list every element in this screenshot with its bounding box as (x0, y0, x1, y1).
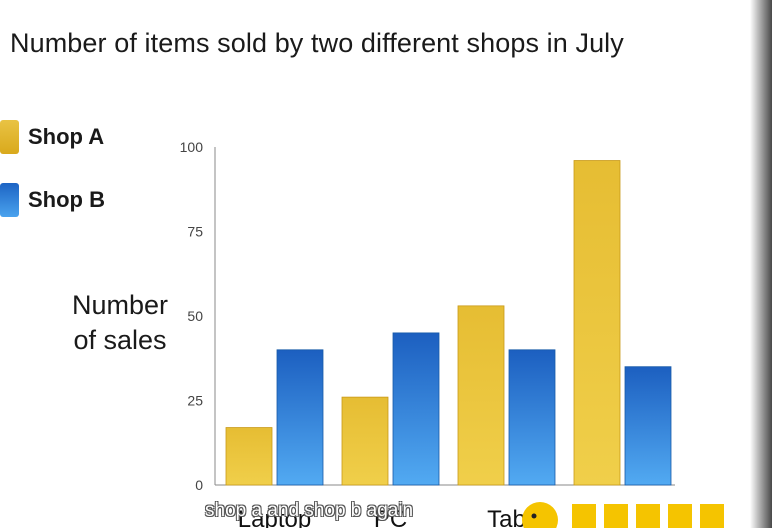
video-edge-shade (750, 0, 772, 528)
logo-duck-head (522, 502, 558, 528)
video-caption: shop a and shop b again (205, 500, 414, 521)
bar-shop-a (457, 305, 505, 486)
y-axis-label-line-1: Number (71, 290, 169, 320)
x-tick-label: PC (374, 506, 407, 528)
bar-shop-a (573, 160, 621, 486)
legend-swatch-shop-a (0, 120, 19, 154)
legend-item-shop-a: Shop A (0, 120, 104, 154)
legend-label-shop-a: Shop A (28, 124, 105, 149)
y-tick-label: 25 (187, 393, 203, 409)
y-tick-label: 50 (187, 308, 203, 324)
x-tick-label: Tab (487, 506, 526, 528)
bars (225, 160, 672, 486)
watermark-logo (522, 502, 724, 528)
bar-shop-b (392, 332, 440, 486)
y-axis-label-line-2: of sales (73, 325, 167, 355)
y-axis-label: Number of sales (60, 288, 180, 358)
bar-shop-b (508, 349, 556, 486)
bar-shop-b (276, 349, 324, 486)
y-tick-label: 0 (195, 477, 203, 493)
bar-shop-b (624, 366, 672, 486)
bar-shop-a (225, 427, 273, 486)
legend-item-shop-b: Shop B (0, 183, 105, 217)
chart-title: Number of items sold by two different sh… (10, 28, 624, 58)
x-tick-label: Laptop (238, 506, 311, 528)
category-labels: Laptop PC Tab (238, 506, 526, 528)
legend-label-shop-b: Shop B (28, 187, 105, 212)
y-tick-label: 75 (187, 224, 203, 240)
legend-swatch-shop-b (0, 183, 19, 217)
bar-shop-a (341, 396, 389, 486)
y-tick-label: 100 (180, 139, 204, 155)
